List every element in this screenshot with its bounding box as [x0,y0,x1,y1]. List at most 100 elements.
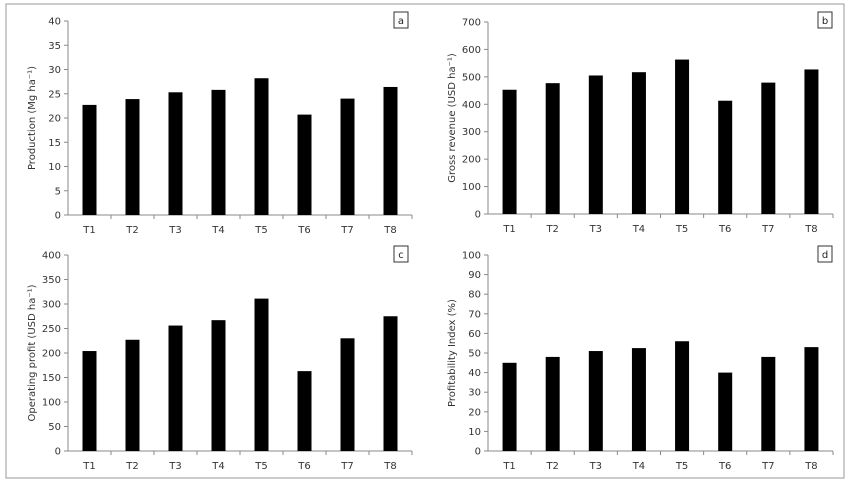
panel-letter-box [817,245,833,263]
y-tick-label: 350 [42,275,61,286]
bar-t7 [340,338,355,451]
x-tick-label: T8 [383,225,396,236]
bar-t2 [125,99,140,215]
bar-t4 [631,348,646,451]
x-tick-label: T4 [632,461,645,472]
bar-t6 [297,114,312,215]
x-tick-label: T2 [545,224,558,235]
y-tick-label: 700 [462,18,481,29]
x-tick-label: T3 [589,224,602,235]
bar-t6 [718,372,733,451]
y-tick-label: 10 [48,162,61,173]
y-tick-label: 35 [48,41,61,52]
y-tick-label: 30 [48,65,61,76]
bar-t5 [675,341,690,451]
y-tick-label: 400 [462,100,481,111]
y-axis-label: Production (Mg ha⁻¹) [27,66,38,170]
y-tick-label: 200 [462,155,481,166]
bar-t3 [168,92,183,215]
x-tick-label: T3 [589,461,602,472]
y-tick-label: 5 [55,186,61,197]
y-tick-label: 50 [48,422,61,433]
y-tick-label: 50 [468,349,481,360]
x-tick-label: T2 [125,461,138,472]
x-tick-label: T7 [761,224,774,235]
x-tick-label: T1 [502,224,515,235]
panel-letter-box [393,245,409,263]
y-axis-label: Profitability Index (%) [447,299,458,407]
x-tick-label: T6 [297,225,310,236]
x-tick-label: T4 [632,224,645,235]
x-tick-label: T4 [211,461,224,472]
y-tick-label: 0 [55,447,61,458]
y-tick-label: 300 [42,300,61,311]
bar-t2 [545,356,560,451]
panel-letter: a [398,16,404,27]
y-tick-label: 20 [468,407,481,418]
bar-t1 [502,362,517,451]
x-tick-label: T2 [125,225,138,236]
y-tick-label: 90 [468,270,481,281]
chart-panel-b: 0 100 200 300 400 500 600 700 T1 T2 T3 T4 T5 T6 T7 T8 Gr… [447,11,834,235]
panel-letter-box [393,11,409,29]
y-tick-label: 40 [468,368,481,379]
bar-t6 [297,371,312,451]
x-tick-label: T2 [545,461,558,472]
y-tick-label: 60 [468,329,481,340]
bar-t5 [254,78,269,215]
x-tick-label: T8 [383,461,396,472]
y-tick-label: 400 [42,251,61,262]
y-tick-label: 0 [55,211,61,222]
y-tick-label: 500 [462,72,481,83]
bar-t7 [761,82,776,214]
bar-t6 [718,100,733,214]
y-tick-label: 0 [475,447,481,458]
bar-t1 [82,351,97,451]
bar-t4 [211,89,226,215]
y-tick-label: 10 [468,427,481,438]
bar-t3 [168,325,183,451]
y-tick-label: 100 [462,251,481,262]
bar-t1 [82,104,97,215]
x-tick-label: T7 [340,461,353,472]
x-tick-label: T3 [168,461,181,472]
y-tick-label: 250 [42,324,61,335]
bar-t4 [631,72,646,215]
y-tick-label: 200 [42,349,61,360]
y-tick-label: 0 [475,210,481,221]
bar-t7 [340,98,355,215]
y-axis-label: Gross revenue (USD ha⁻¹) [447,53,458,183]
chart-panels: 0 5 10 15 20 25 30 35 40 T1 T2 T3 T4 T5 T6 T7 T8 Producti… [27,11,834,472]
y-tick-label: 15 [48,138,61,149]
bar-t8 [383,86,398,216]
y-tick-label: 600 [462,45,481,56]
chart-panel-c: 0 50 100 150 200 250 300 350 400 T1 T2 T3 T4 T5 T6 T7 T8… [27,245,413,472]
y-tick-label: 70 [468,309,481,320]
x-tick-label: T6 [718,224,731,235]
bar-t8 [804,69,819,214]
bar-t8 [804,347,819,451]
y-tick-label: 80 [468,290,481,301]
x-tick-label: T5 [675,224,688,235]
y-tick-label: 150 [42,373,61,384]
y-tick-label: 40 [48,17,61,28]
chart-panel-d: 0 10 20 30 40 50 60 70 80 90 100 T1 T2 T3 T4 T5 T6 T7 T8 Pr… [447,245,834,472]
y-tick-label: 25 [48,89,61,100]
x-tick-label: T5 [254,461,267,472]
y-tick-label: 20 [48,114,61,125]
y-tick-label: 300 [462,127,481,138]
y-axis-label: Operating profit (USD ha⁻¹) [27,284,38,421]
x-tick-label: T8 [804,224,817,235]
bar-t4 [211,320,226,451]
x-tick-label: T6 [718,461,731,472]
bar-t7 [761,356,776,451]
x-tick-label: T4 [211,225,224,236]
bar-t8 [383,316,398,451]
x-tick-label: T5 [675,461,688,472]
x-tick-label: T5 [254,225,267,236]
panel-letter: c [398,250,404,261]
panel-letter: b [822,16,828,27]
x-tick-label: T8 [804,461,817,472]
bar-t5 [254,298,269,451]
